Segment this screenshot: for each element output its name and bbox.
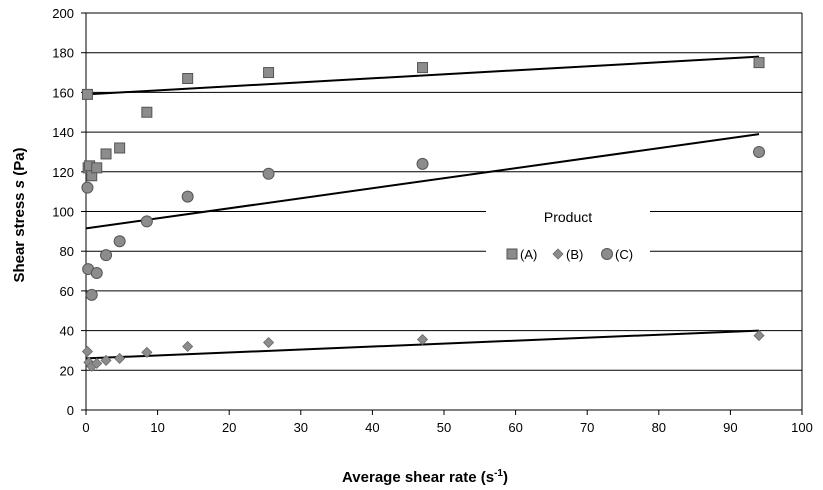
x-axis-title: Average shear rate (s-1) bbox=[342, 468, 508, 486]
legend-marker-a bbox=[506, 248, 518, 260]
y-axis-title-unit: (Pa) bbox=[11, 147, 28, 180]
legend-items: (A) (B) (C) bbox=[506, 247, 633, 262]
point-b bbox=[263, 336, 275, 349]
point-b bbox=[114, 352, 126, 364]
point-c bbox=[81, 181, 94, 194]
point-a bbox=[753, 57, 765, 69]
x-tick-label: 80 bbox=[652, 420, 666, 435]
point-b bbox=[81, 345, 93, 358]
x-tick-label: 10 bbox=[150, 420, 164, 435]
point-b bbox=[141, 346, 153, 359]
x-axis-title-tail: ) bbox=[503, 469, 508, 486]
legend-label-c: (C) bbox=[615, 247, 633, 262]
y-axis-title-main: Shear stress bbox=[11, 188, 28, 282]
axes bbox=[81, 12, 803, 415]
y-tick-label: 0 bbox=[67, 403, 74, 418]
x-tick-label: 0 bbox=[82, 420, 89, 435]
y-tick-label: 60 bbox=[60, 284, 74, 299]
point-c bbox=[140, 215, 153, 228]
point-c bbox=[416, 157, 429, 170]
point-c bbox=[90, 267, 103, 280]
legend-label-b: (B) bbox=[566, 247, 583, 262]
x-tick-label: 30 bbox=[294, 420, 308, 435]
legend-marker-c bbox=[601, 248, 613, 260]
data-points bbox=[81, 57, 766, 372]
y-tick-label: 200 bbox=[52, 6, 74, 21]
point-a bbox=[263, 67, 275, 79]
x-tick-label: 70 bbox=[580, 420, 594, 435]
point-b bbox=[182, 340, 194, 353]
x-tick-label: 90 bbox=[723, 420, 737, 435]
y-tick-label: 40 bbox=[60, 324, 74, 339]
y-tick-label: 160 bbox=[52, 85, 74, 100]
y-tick-label: 80 bbox=[60, 244, 74, 259]
point-c bbox=[100, 249, 113, 262]
gridlines bbox=[86, 12, 802, 371]
legend-label-a: (A) bbox=[520, 247, 537, 262]
point-a bbox=[114, 142, 126, 154]
point-a bbox=[417, 62, 429, 74]
x-tick-label: 40 bbox=[365, 420, 379, 435]
x-tick-label: 60 bbox=[508, 420, 522, 435]
point-a bbox=[141, 106, 153, 118]
y-axis-title-symbol: s bbox=[11, 180, 28, 188]
point-a bbox=[91, 162, 103, 174]
point-b bbox=[91, 357, 103, 369]
x-tick-label: 20 bbox=[222, 420, 236, 435]
point-a bbox=[100, 148, 112, 160]
x-axis-title-main: Average shear rate (s bbox=[342, 469, 494, 486]
point-c bbox=[113, 235, 126, 248]
y-tick-label: 120 bbox=[52, 165, 74, 180]
point-a bbox=[81, 88, 93, 100]
point-b bbox=[416, 333, 429, 346]
y-tick-label: 140 bbox=[52, 125, 74, 140]
trend-line-a bbox=[85, 55, 760, 96]
tick-labels: 0 20 40 60 80 100 120 140 160 180 200 0 10 20 30 40 50 60… bbox=[52, 6, 813, 435]
legend-marker-b bbox=[552, 248, 564, 260]
x-tick-label: 100 bbox=[791, 420, 813, 435]
y-axis-title: Shear stress s (Pa) bbox=[11, 147, 28, 282]
legend: Product (A) (B) (C) bbox=[486, 196, 650, 268]
legend-title: Product bbox=[544, 209, 592, 225]
point-c bbox=[753, 145, 766, 158]
y-tick-label: 20 bbox=[60, 363, 74, 378]
trend-line-c bbox=[85, 133, 760, 230]
y-tick-label: 180 bbox=[52, 46, 74, 61]
point-c bbox=[85, 288, 98, 301]
y-tick-label: 100 bbox=[52, 205, 74, 220]
point-c bbox=[181, 190, 194, 203]
x-tick-label: 50 bbox=[437, 420, 451, 435]
point-a bbox=[182, 73, 194, 85]
point-b bbox=[100, 354, 112, 366]
point-c bbox=[262, 167, 275, 180]
x-axis-title-sup: -1 bbox=[494, 468, 503, 479]
point-b bbox=[753, 329, 765, 342]
